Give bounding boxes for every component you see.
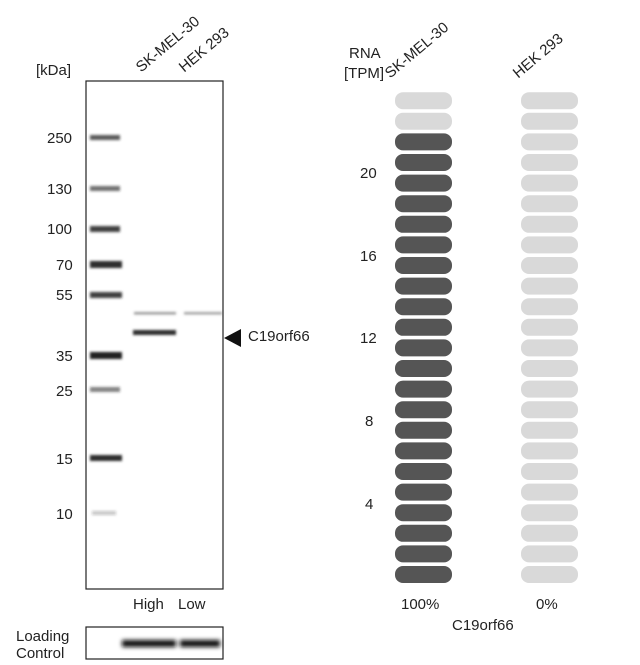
loading-control-bands xyxy=(122,640,220,647)
rna-bar-segment xyxy=(521,195,578,213)
rna-bar-segment xyxy=(521,566,578,583)
rna-bar-segment xyxy=(521,401,578,419)
rna-y-tick: 20 xyxy=(360,165,377,182)
rna-bar-segment xyxy=(521,483,578,501)
rna-bar-segment xyxy=(395,174,452,192)
rna-bar-segment xyxy=(521,277,578,295)
rna-bar-segment xyxy=(395,401,452,419)
ladder-band xyxy=(90,226,120,232)
rna-header-line2: [TPM] xyxy=(344,65,384,82)
rna-bar-segment xyxy=(521,360,578,377)
rna-bar-segment xyxy=(521,257,578,274)
marker-label: 15 xyxy=(56,451,73,468)
marker-label: 55 xyxy=(56,287,73,304)
ladder-band xyxy=(90,455,122,461)
marker-label: 100 xyxy=(47,221,73,238)
loading-band xyxy=(180,640,220,647)
rna-bar-segment xyxy=(521,504,578,522)
rna-y-tick: 12 xyxy=(360,330,377,347)
rna-bar-segment xyxy=(395,380,452,398)
kda-unit-label: [kDa] xyxy=(36,62,72,79)
target-protein-label: C19orf66 xyxy=(248,328,310,345)
rna-bar-segment xyxy=(395,133,452,151)
marker-label: 25 xyxy=(56,383,73,400)
rna-bar-segment xyxy=(395,277,452,295)
rna-bar-segment xyxy=(395,442,452,460)
rna-percent-sk-mel-30: 100% xyxy=(401,596,440,613)
rna-bar-segment xyxy=(395,524,452,542)
loading-control-label-line2: Control xyxy=(16,645,65,662)
ladder-band xyxy=(90,387,120,392)
rna-bar-segment xyxy=(395,154,452,171)
rna-bar-segment xyxy=(395,112,452,130)
rna-bar-segment xyxy=(521,380,578,398)
rna-bar-segment xyxy=(395,339,452,357)
exposure-label-high: High xyxy=(133,596,164,613)
ladder-band xyxy=(90,135,120,140)
rna-bar-segment xyxy=(395,318,452,336)
rna-bar-segment xyxy=(521,463,578,480)
rna-bar-segment xyxy=(395,195,452,213)
rna-bar-segment xyxy=(521,318,578,336)
rna-bar-segment xyxy=(521,154,578,171)
ladder-bands xyxy=(90,135,122,515)
loading-band xyxy=(122,640,176,647)
rna-bar-segment xyxy=(395,215,452,233)
sample-bands xyxy=(133,312,222,335)
marker-label: 10 xyxy=(56,506,73,523)
rna-bar-segment xyxy=(521,112,578,130)
rna-y-tick: 16 xyxy=(360,248,377,265)
rna-bar-segment xyxy=(521,339,578,357)
ladder-band xyxy=(90,186,120,191)
sample-band-faint xyxy=(184,312,222,315)
rna-header-line1: RNA xyxy=(349,45,381,62)
target-arrow-icon xyxy=(224,329,241,347)
rna-bar-segment xyxy=(521,236,578,254)
rna-bar-segment xyxy=(521,215,578,233)
rna-y-tick: 4 xyxy=(365,496,374,513)
ladder-band xyxy=(90,352,122,359)
ladder-band xyxy=(90,292,122,298)
rna-bar-segment xyxy=(395,463,452,480)
rna-percent-hek-293: 0% xyxy=(536,596,558,613)
rna-bar-segment xyxy=(395,504,452,522)
rna-bar-segment xyxy=(395,566,452,583)
rna-bar-segment xyxy=(395,298,452,316)
exposure-label-low: Low xyxy=(178,596,206,613)
rna-bar-segment xyxy=(395,483,452,501)
rna-bar-segment xyxy=(521,421,578,439)
marker-label: 70 xyxy=(56,257,73,274)
ladder-band xyxy=(90,261,122,268)
rna-bar-segment xyxy=(395,236,452,254)
rna-gene-label: C19orf66 xyxy=(452,617,514,634)
ladder-band xyxy=(92,511,116,515)
rna-bar-segment xyxy=(521,92,578,110)
rna-bar-segment xyxy=(395,257,452,274)
sample-band-faint xyxy=(134,312,176,315)
rna-bar-segment xyxy=(395,545,452,563)
loading-control-label-line1: Loading xyxy=(16,628,70,645)
rna-bar-segment xyxy=(521,524,578,542)
rna-bar-segment xyxy=(521,442,578,460)
rna-bar-segment xyxy=(395,360,452,377)
rna-bar-segment xyxy=(521,545,578,563)
sample-band-target xyxy=(133,330,176,335)
rna-bar-segment xyxy=(521,298,578,316)
rna-bar-segment xyxy=(521,174,578,192)
marker-label: 250 xyxy=(47,130,73,147)
rna-bar-segment xyxy=(395,92,452,110)
rna-bar-segment xyxy=(521,133,578,151)
marker-label: 35 xyxy=(56,348,73,365)
rna-y-tick: 8 xyxy=(365,413,374,430)
rna-bar-segment xyxy=(395,421,452,439)
marker-label: 130 xyxy=(47,181,73,198)
